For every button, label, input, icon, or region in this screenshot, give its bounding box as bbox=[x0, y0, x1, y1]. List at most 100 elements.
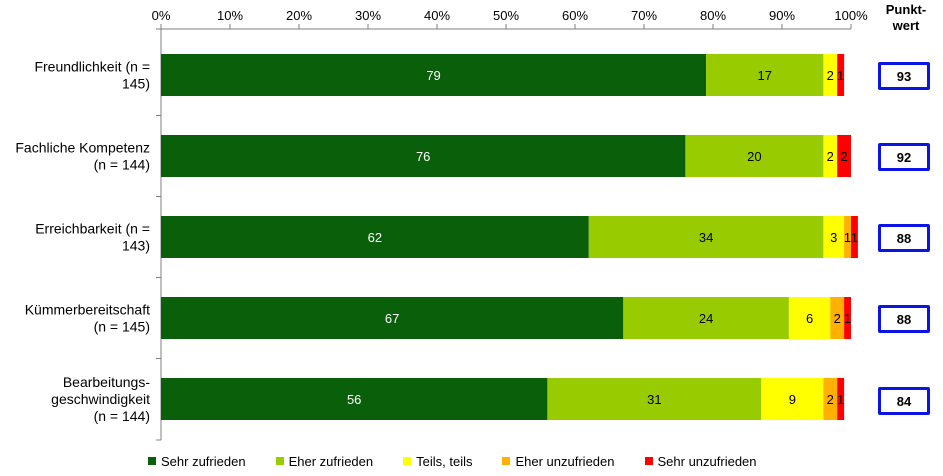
bar-segment bbox=[837, 378, 845, 420]
punktwert-value: 88 bbox=[896, 230, 912, 246]
data-label: 6 bbox=[806, 311, 813, 326]
data-label: 79 bbox=[426, 68, 440, 83]
bar-segment bbox=[161, 216, 589, 258]
data-label: 9 bbox=[789, 392, 796, 407]
data-label: 1 bbox=[837, 68, 844, 83]
x-tick-label: 20% bbox=[286, 8, 312, 23]
data-label: 17 bbox=[758, 68, 772, 83]
data-label: 2 bbox=[827, 68, 834, 83]
x-tick-label: 50% bbox=[493, 8, 519, 23]
bar-segment bbox=[844, 216, 851, 258]
punktwert-value: 93 bbox=[896, 68, 912, 84]
legend-label: Sehr unzufrieden bbox=[657, 453, 757, 469]
bar-segment bbox=[823, 54, 838, 96]
data-label: 1 bbox=[844, 230, 851, 245]
punktwert-header-line-1: Punkt- bbox=[885, 2, 927, 17]
data-label: 2 bbox=[827, 392, 834, 407]
legend-swatch bbox=[502, 457, 511, 465]
x-tick-label: 90% bbox=[769, 8, 795, 23]
data-label: 1 bbox=[837, 392, 844, 407]
legend-label: Eher unzufrieden bbox=[515, 453, 615, 469]
bar-segment bbox=[823, 378, 838, 420]
punktwert-header-line-2: wert bbox=[892, 18, 920, 33]
data-label: 67 bbox=[385, 311, 399, 326]
x-tick-label: 0% bbox=[152, 8, 171, 23]
bar-segment bbox=[761, 378, 824, 420]
bar-segment bbox=[547, 378, 762, 420]
punktwert-value: 88 bbox=[896, 311, 912, 327]
x-tick-label: 40% bbox=[424, 8, 450, 23]
category-label: Freundlichkeit (n = 145) bbox=[34, 59, 150, 92]
data-label: 24 bbox=[699, 311, 713, 326]
x-tick-label: 30% bbox=[355, 8, 381, 23]
category-label: Kümmerbereitschaft (n = 145) bbox=[25, 302, 150, 335]
category-label-line: (n = 144) bbox=[94, 157, 150, 173]
punktwert-box: 84 bbox=[878, 387, 930, 415]
bar-segment bbox=[161, 135, 686, 177]
punktwert-box: 88 bbox=[878, 224, 930, 252]
category-label-line: Kümmerbereitschaft bbox=[25, 302, 150, 318]
data-label: 56 bbox=[347, 392, 361, 407]
data-label: 2 bbox=[834, 311, 841, 326]
bar-segment bbox=[837, 54, 845, 96]
category-label-line: Erreichbarkeit (n = bbox=[35, 221, 150, 237]
punktwert-value: 84 bbox=[896, 393, 912, 409]
data-label: 31 bbox=[647, 392, 661, 407]
legend-item: Sehr unzufrieden bbox=[644, 453, 757, 469]
bar-segment bbox=[837, 135, 851, 177]
bar-segment bbox=[161, 297, 624, 339]
legend-label: Teils, teils bbox=[416, 453, 473, 469]
category-label-line: (n = 144) bbox=[94, 408, 150, 424]
punktwert-box: 93 bbox=[878, 62, 930, 90]
bar-segment bbox=[844, 297, 851, 339]
legend-item: Eher zufrieden bbox=[275, 453, 374, 469]
punktwert-value: 92 bbox=[896, 149, 912, 165]
legend-label: Sehr zufrieden bbox=[161, 453, 246, 469]
legend-item: Eher unzufrieden bbox=[502, 453, 615, 469]
category-label-line: 145) bbox=[122, 76, 150, 92]
legend-label: Eher zufrieden bbox=[288, 453, 374, 469]
legend-item: Sehr zufrieden bbox=[148, 454, 246, 469]
bar-segment bbox=[161, 378, 548, 420]
punktwert-box: 92 bbox=[878, 143, 930, 171]
legend-swatch bbox=[403, 457, 412, 465]
category-label-line: Bearbeitungs- bbox=[63, 374, 151, 390]
data-label: 1 bbox=[851, 230, 858, 245]
data-label: 3 bbox=[830, 230, 837, 245]
bar-segment bbox=[830, 297, 845, 339]
category-label-line: Fachliche Kompetenz bbox=[15, 140, 150, 156]
data-label: 76 bbox=[416, 149, 430, 164]
data-label: 20 bbox=[747, 149, 761, 164]
x-tick-label: 80% bbox=[700, 8, 726, 23]
category-label-line: Freundlichkeit (n = bbox=[34, 59, 150, 75]
category-label-line: (n = 145) bbox=[94, 319, 150, 335]
legend-swatch bbox=[275, 457, 284, 465]
x-tick-label: 60% bbox=[562, 8, 588, 23]
bar-segment bbox=[851, 216, 858, 258]
bar-segment bbox=[685, 135, 824, 177]
x-tick-label: 100% bbox=[834, 8, 868, 23]
category-label: Fachliche Kompetenz (n = 144) bbox=[15, 140, 150, 173]
category-label: Bearbeitungs-geschwindigkeit (n = 144) bbox=[51, 374, 150, 424]
bar-segment bbox=[823, 135, 838, 177]
data-label: 34 bbox=[699, 230, 713, 245]
data-label: 2 bbox=[840, 149, 847, 164]
bar-segment bbox=[161, 54, 707, 96]
legend-item: Teils, teils bbox=[403, 454, 472, 469]
bar-segment bbox=[788, 297, 831, 339]
category-label: Erreichbarkeit (n = 143) bbox=[35, 221, 150, 254]
x-tick-label: 10% bbox=[217, 8, 243, 23]
category-label-line: 143) bbox=[122, 238, 150, 254]
data-label: 62 bbox=[368, 230, 382, 245]
x-tick-label: 70% bbox=[631, 8, 657, 23]
punktwert-header: Punkt- wert bbox=[878, 2, 934, 34]
bar-segment bbox=[588, 216, 824, 258]
legend: Sehr zufrieden Eher zufrieden Teils, tei… bbox=[148, 452, 787, 470]
bar-segment bbox=[623, 297, 789, 339]
data-label: 1 bbox=[844, 311, 851, 326]
category-label-line: geschwindigkeit bbox=[51, 391, 150, 407]
legend-swatch bbox=[644, 457, 653, 465]
punktwert-box: 88 bbox=[878, 305, 930, 333]
legend-swatch bbox=[148, 457, 156, 465]
